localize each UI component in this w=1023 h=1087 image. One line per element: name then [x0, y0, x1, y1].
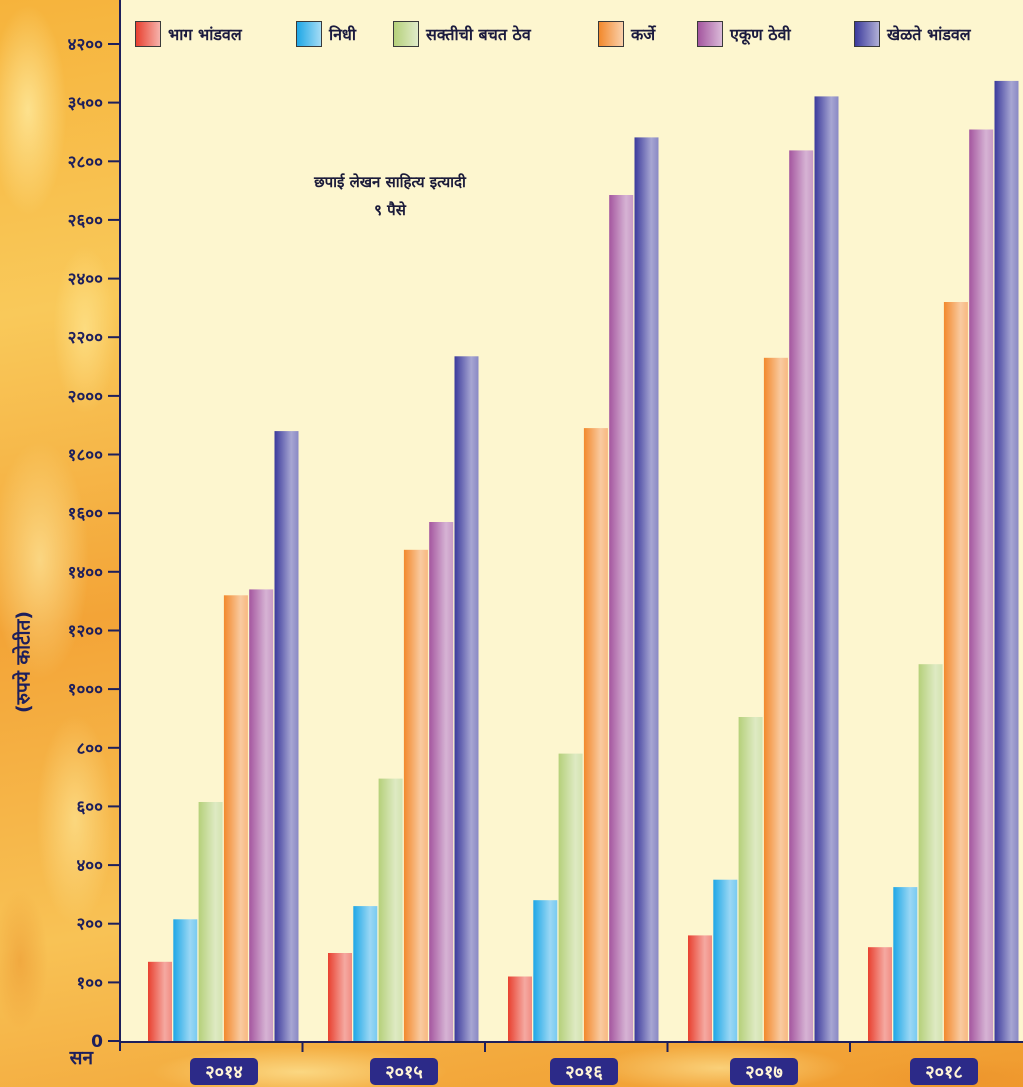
y-tick-label: ६००: [76, 797, 103, 817]
bar-loans-2018: [943, 302, 968, 1041]
x-tick-label: २०१६: [565, 1062, 603, 1083]
x-tick-label-box: [190, 1058, 258, 1085]
y-tick-label: २०००: [68, 387, 104, 407]
bar-loans-2016: [583, 428, 608, 1042]
bar-share-capital-2018: [868, 947, 892, 1041]
y-tick-label: २२००: [68, 328, 104, 348]
legend: भाग भांडवल निधी सक्तीची बचत ठेव कर्जे एक…: [0, 0, 1023, 60]
y-tick-label: १४००: [68, 563, 104, 583]
bar-loans-2014: [223, 595, 248, 1041]
bar-total-deposits-2018: [969, 129, 994, 1041]
bar-total-deposits-2015: [429, 522, 454, 1041]
bars: [148, 80, 1019, 1042]
bar-working-capital-2014: [274, 431, 299, 1042]
y-tick-label: २८००: [68, 152, 104, 172]
legend-swatch-working-capital: [854, 21, 880, 47]
y-tick-label: १२००: [68, 622, 104, 642]
bar-working-capital-2017: [814, 96, 839, 1041]
annotation-line-2: ९ पैसे: [374, 201, 407, 219]
x-tick-label-box: [730, 1058, 798, 1085]
bar-funds-2014: [173, 919, 198, 1041]
legend-label-working-capital: खेळते भांडवल: [887, 25, 971, 44]
legend-label-funds: निधी: [329, 25, 357, 44]
y-tick-label: १८००: [68, 446, 104, 466]
y-tick-label: १००: [76, 973, 103, 993]
legend-item-working-capital: खेळते भांडवल: [854, 21, 971, 47]
x-tick-label-box: [370, 1058, 438, 1085]
bar-working-capital-2016: [634, 137, 659, 1041]
bar-compulsory-savings-deposit-2017: [738, 717, 763, 1041]
bar-total-deposits-2016: [609, 195, 634, 1041]
bar-loans-2017: [763, 357, 788, 1041]
x-tick-label: २०१८: [925, 1062, 962, 1083]
x-tick-label-box: [550, 1058, 618, 1085]
bar-funds-2018: [893, 887, 918, 1041]
legend-label-loans: कर्जे: [631, 25, 656, 44]
x-axis-label: सन: [69, 1047, 95, 1069]
axes: 0 १०० २०० ४०० ६०० ८०० १००० १२०० १४०० १६०० १८०० २०००…: [68, 0, 1023, 1085]
legend-label-share-capital: भाग भांडवल: [168, 25, 242, 44]
x-tick-label: २०१४: [205, 1062, 242, 1083]
legend-label-compulsory-savings-deposit: सक्तीची बचत ठेव: [426, 25, 531, 44]
y-tick-label: ३५००: [68, 94, 104, 114]
bar-funds-2016: [533, 900, 558, 1041]
bar-share-capital-2016: [508, 976, 532, 1041]
bar-share-capital-2014: [148, 961, 172, 1041]
bar-compulsory-savings-deposit-2016: [558, 753, 583, 1041]
y-tick-label: २६००: [68, 211, 104, 231]
legend-label-total-deposits: एकूण ठेवी: [730, 25, 791, 44]
y-tick-label: ८००: [76, 739, 103, 759]
legend-item-loans: कर्जे: [598, 21, 655, 47]
y-tick-label: २००: [76, 915, 103, 935]
bar-total-deposits-2017: [789, 150, 814, 1041]
bar-working-capital-2018: [994, 80, 1019, 1041]
bar-loans-2015: [403, 549, 428, 1041]
bar-compulsory-savings-deposit-2018: [918, 664, 943, 1041]
bar-share-capital-2015: [328, 953, 352, 1041]
legend-swatch-share-capital: [135, 21, 161, 47]
bar-working-capital-2015: [454, 356, 479, 1041]
legend-item-funds: निधी: [296, 21, 356, 47]
bar-funds-2017: [713, 879, 738, 1041]
legend-swatch-funds: [296, 21, 322, 47]
y-tick-label: ४२००: [68, 35, 104, 55]
legend-swatch-loans: [598, 21, 624, 47]
legend-item-compulsory-savings-deposit: सक्तीची बचत ठेव: [393, 21, 531, 47]
bar-compulsory-savings-deposit-2015: [378, 778, 403, 1041]
x-tick-label: २०१७: [745, 1062, 782, 1083]
annotation-line-1: छपाई लेखन साहित्य इत्यादी: [313, 173, 467, 191]
legend-swatch-total-deposits: [697, 21, 723, 47]
bar-compulsory-savings-deposit-2014: [198, 802, 223, 1041]
y-tick-label: १०००: [68, 680, 104, 700]
legend-item-total-deposits: एकूण ठेवी: [697, 21, 791, 47]
y-axis-label: (रुपये कोटीत): [12, 611, 35, 713]
x-tick-label-box: [910, 1058, 978, 1085]
y-tick-label: १६००: [68, 504, 104, 524]
x-tick-label: २०१५: [385, 1062, 422, 1083]
bar-funds-2015: [353, 906, 378, 1041]
y-tick-label: ४००: [76, 856, 103, 876]
y-tick-label: 0: [91, 1032, 103, 1052]
bar-share-capital-2017: [688, 935, 712, 1041]
legend-item-share-capital: भाग भांडवल: [135, 21, 242, 47]
legend-swatch-compulsory-savings-deposit: [393, 21, 419, 47]
bar-total-deposits-2014: [249, 589, 274, 1041]
y-tick-label: २४००: [68, 270, 104, 290]
